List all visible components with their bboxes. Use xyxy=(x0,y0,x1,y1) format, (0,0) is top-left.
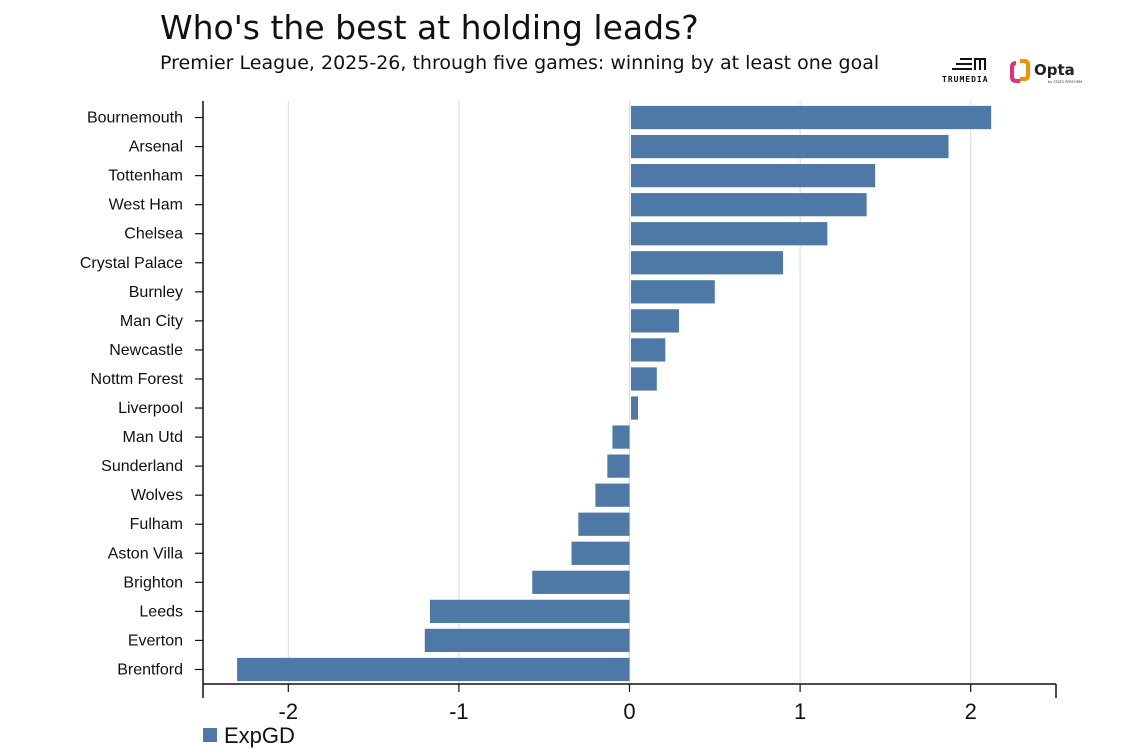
y-tick-label: West Ham xyxy=(109,197,183,214)
y-tick-label: Fulham xyxy=(130,516,183,533)
opta-logo: Opta by STATS PERFORM xyxy=(1010,59,1082,84)
trumedia-label: TRUMEDIA xyxy=(942,75,989,84)
y-tick-label: Brentford xyxy=(117,661,183,678)
bar-crystal-palace xyxy=(631,251,784,275)
bar-bournemouth xyxy=(631,105,992,130)
y-tick-label: Chelsea xyxy=(124,226,183,243)
x-tick-label: 2 xyxy=(965,699,977,724)
y-tick-label: Man Utd xyxy=(123,429,183,446)
bar-chelsea xyxy=(631,222,828,246)
bar-nottm-forest xyxy=(631,367,657,391)
bar-wolves xyxy=(595,483,630,507)
x-tick-label: -2 xyxy=(279,699,299,724)
bar-tottenham xyxy=(631,164,876,188)
y-tick-label: Leeds xyxy=(139,603,183,620)
y-tick-label: Everton xyxy=(128,632,183,649)
bar-west-ham xyxy=(631,193,867,217)
y-tick-label: Bournemouth xyxy=(87,110,183,127)
y-tick-label: Burnley xyxy=(129,284,183,301)
bar-everton xyxy=(424,628,630,653)
bar-aston-villa xyxy=(571,541,630,565)
y-tick-label: Sunderland xyxy=(101,458,183,475)
bar-leeds xyxy=(429,599,630,623)
y-tick-label: Brighton xyxy=(123,574,183,591)
y-tick-label: Liverpool xyxy=(118,400,183,417)
trumedia-logo: TRUMEDIA xyxy=(942,58,989,84)
x-tick-label: 0 xyxy=(623,699,635,724)
bar-man-city xyxy=(631,309,679,333)
logos: TRUMEDIA Opta by STATS PERFORM xyxy=(942,58,1082,84)
y-tick-label: Arsenal xyxy=(129,139,183,156)
y-tick-label: Nottm Forest xyxy=(91,371,184,388)
chart-title: Who's the best at holding leads? xyxy=(160,8,699,47)
legend: ExpGD xyxy=(203,723,295,748)
bar-liverpool xyxy=(631,396,639,420)
legend-swatch xyxy=(203,728,217,742)
x-tick-label: -1 xyxy=(449,699,469,724)
grid-lines xyxy=(287,101,972,684)
x-tick-label: 1 xyxy=(794,699,806,724)
bars xyxy=(237,105,992,682)
bar-newcastle xyxy=(631,338,666,362)
y-tick-label: Crystal Palace xyxy=(80,255,183,272)
y-tick-label: Newcastle xyxy=(109,342,183,359)
y-tick-label: Tottenham xyxy=(108,168,183,185)
bar-burnley xyxy=(631,280,715,304)
y-tick-label: Wolves xyxy=(131,487,183,504)
bar-brentford xyxy=(237,657,630,682)
opta-sub: by STATS PERFORM xyxy=(1048,80,1082,84)
chart-subtitle: Premier League, 2025-26, through five ga… xyxy=(160,52,880,74)
bar-brighton xyxy=(532,570,630,594)
x-axis: -2 -1 0 1 2 xyxy=(202,683,1057,724)
y-axis: Bournemouth Arsenal Tottenham West Ham Chels… xyxy=(80,101,204,684)
y-tick-label: Man City xyxy=(120,313,183,330)
y-tick-label: Aston Villa xyxy=(108,545,183,562)
bar-man-utd xyxy=(612,425,630,449)
legend-label: ExpGD xyxy=(224,723,295,748)
bar-arsenal xyxy=(631,134,949,159)
bar-sunderland xyxy=(607,454,630,478)
opta-label: Opta xyxy=(1034,61,1075,79)
bar-fulham xyxy=(578,512,630,536)
